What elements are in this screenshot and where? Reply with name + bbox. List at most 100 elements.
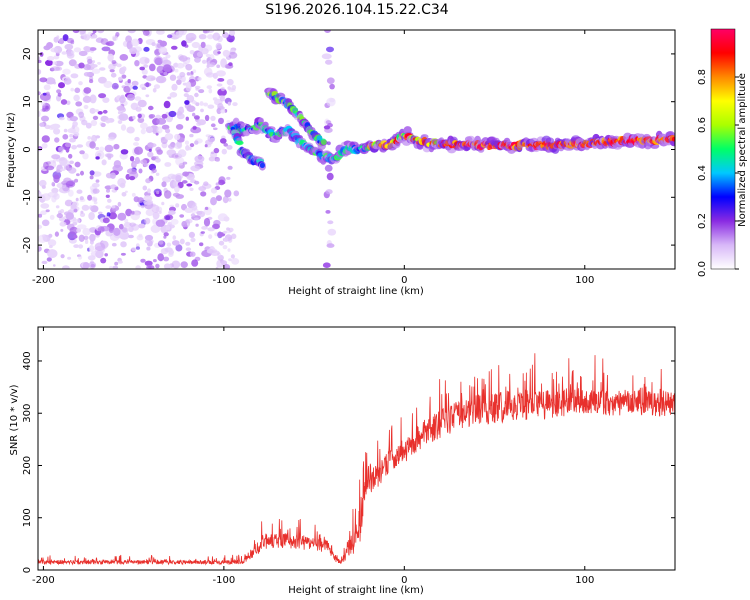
spectrogram-cell — [145, 94, 150, 98]
spectrogram-cell — [72, 30, 80, 34]
spectrogram-cell — [104, 116, 109, 121]
spectrogram-cell — [163, 232, 169, 237]
spectrogram-cell — [171, 45, 178, 50]
spectrogram-cell — [133, 142, 139, 146]
spectrogram-cell — [109, 69, 115, 73]
spectrogram-cell — [66, 37, 74, 44]
spectrogram-cell — [119, 182, 126, 189]
spectrogram-cell — [327, 228, 337, 236]
spectrogram-cell — [230, 254, 235, 259]
spectrogram-cell — [176, 111, 183, 116]
spectrogram-cell — [129, 176, 136, 181]
spectrogram-cell — [69, 226, 79, 235]
spectrogram-cell — [110, 172, 116, 179]
spectrogram-cell — [213, 147, 220, 154]
spectrogram-cell — [78, 50, 88, 57]
spectrogram-cell — [139, 56, 150, 65]
spectrogram-cell — [70, 125, 80, 135]
spectrogram-cell — [103, 80, 113, 89]
spectrogram-cell — [213, 219, 221, 227]
spectrogram-cell — [191, 41, 200, 49]
spectrogram-cell — [226, 78, 234, 86]
spectrogram-cell — [79, 196, 84, 201]
spectrogram-cell — [50, 123, 61, 129]
spectrogram-cell — [78, 234, 85, 242]
spectrogram-cell — [210, 62, 216, 66]
spectrogram-cell — [141, 87, 147, 90]
spectrogram-cell — [194, 57, 201, 63]
spectrogram-cell — [326, 141, 331, 146]
spectrogram-cell — [84, 239, 89, 244]
spectrogram-cell — [104, 144, 114, 153]
snr-y-tick-label: 0 — [22, 567, 33, 573]
spectrogram-cell — [93, 201, 98, 205]
spectrogram-cell — [140, 128, 146, 135]
spectrogram-cell — [102, 97, 110, 103]
spectrogram-cell — [144, 260, 153, 266]
spectrogram-cell — [65, 212, 75, 220]
spectrogram-cell — [326, 172, 334, 181]
spectrogram-cell — [41, 260, 48, 265]
spectrogram-cell — [63, 78, 72, 85]
spectrogram-cell — [38, 191, 42, 197]
spectrogram-cell — [172, 62, 179, 68]
spectrogram-cell — [120, 241, 127, 248]
snr-x-axis-title: Height of straight line (km) — [288, 585, 424, 596]
spectrogram-cell — [70, 87, 74, 92]
spectrogram-cell — [155, 263, 160, 269]
spectrogram-cell — [72, 121, 78, 127]
spectrogram-cell — [111, 82, 119, 90]
spectrogram-cell — [85, 122, 92, 129]
spectrogram-cell — [163, 100, 171, 109]
spectrogram-cell — [76, 189, 83, 194]
spectrogram-x-tick-label: 100 — [575, 275, 594, 286]
spectrogram-cell — [63, 128, 68, 133]
spectrogram-cell — [83, 235, 89, 240]
spectrogram-cell — [76, 144, 84, 148]
spectrogram-cell — [117, 260, 123, 264]
spectrogram-cell — [64, 142, 72, 148]
spectrogram-cell — [138, 168, 143, 174]
spectrogram-y-tick-label: 10 — [22, 95, 33, 108]
spectrogram-cell — [127, 79, 131, 84]
spectrogram-cell — [160, 248, 169, 255]
spectrogram-cell — [56, 89, 62, 94]
spectrogram-cell — [78, 244, 84, 249]
spectrogram-cell — [43, 84, 51, 91]
spectrogram-cell — [104, 253, 108, 257]
snr-y-tick-label: 200 — [22, 456, 33, 475]
spectrogram-cell — [112, 265, 119, 269]
spectrogram-cell — [38, 91, 41, 96]
spectrogram-cell — [163, 235, 167, 239]
spectrogram-cell — [207, 104, 215, 109]
spectrogram-cell — [149, 63, 156, 72]
spectrogram-cell — [93, 198, 98, 202]
spectrogram-cell — [97, 111, 103, 115]
spectrogram-cell — [145, 75, 156, 82]
colorbar-tick-label: 0.4 — [697, 165, 708, 181]
spectrogram-cell — [162, 64, 172, 73]
spectrogram-cell — [194, 85, 201, 89]
spectrogram-cell — [60, 254, 65, 259]
spectrogram-cell — [190, 237, 196, 243]
spectrogram-cell — [137, 117, 145, 123]
spectrogram-cell — [80, 210, 84, 214]
spectrogram-y-ticks: -20 -10 0 10 20 — [22, 48, 675, 253]
spectrogram-cell — [223, 216, 230, 222]
spectrogram-cell — [114, 186, 119, 191]
spectrogram-cell — [226, 176, 231, 180]
spectrogram-cell — [45, 77, 56, 85]
spectrogram-cell — [218, 240, 225, 246]
spectrogram-cell — [186, 183, 193, 187]
spectrogram-cell — [199, 101, 204, 106]
spectrogram-cell — [227, 248, 231, 252]
spectrogram-cell — [95, 135, 101, 139]
spectrogram-cell — [82, 95, 92, 103]
spectrogram-cell — [229, 30, 236, 36]
spectrogram-cell — [120, 252, 126, 256]
spectrogram-cell — [125, 208, 133, 217]
spectrogram-cell — [185, 116, 189, 121]
spectrogram-cell — [74, 87, 81, 94]
spectrogram-cell — [71, 145, 77, 150]
spectrogram-cell — [196, 211, 203, 215]
